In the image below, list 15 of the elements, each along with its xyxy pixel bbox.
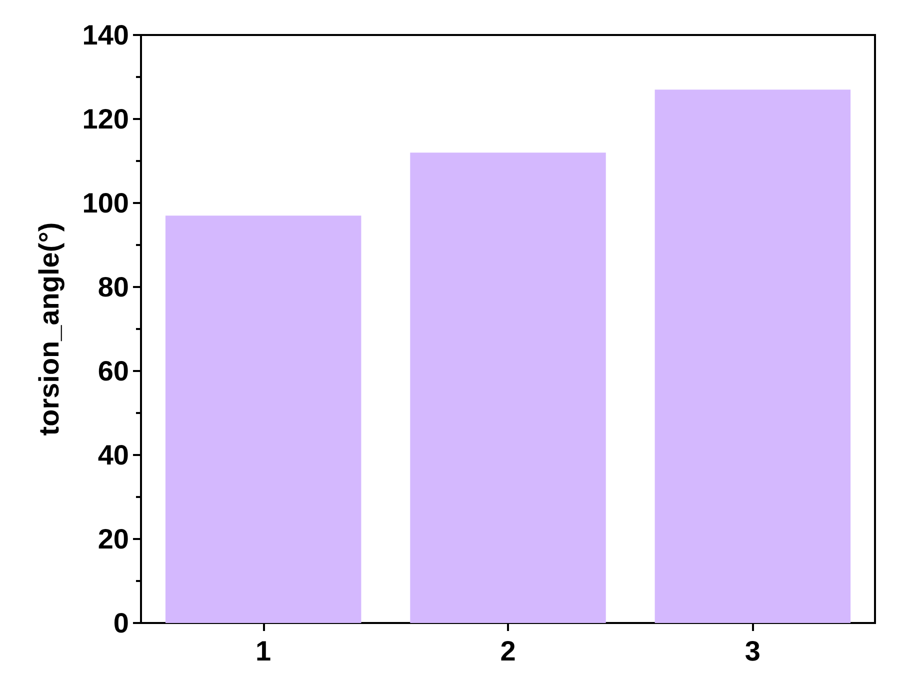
bar	[410, 152, 606, 623]
y-tick-label: 60	[98, 356, 129, 386]
bar	[165, 216, 362, 623]
x-tick-label: 3	[744, 636, 760, 666]
y-tick-label: 20	[98, 524, 129, 554]
y-tick-label: 140	[82, 20, 129, 50]
x-tick-label: 1	[256, 636, 272, 666]
y-tick-label: 40	[98, 440, 129, 470]
x-tick-label: 2	[500, 636, 516, 666]
y-tick-label: 80	[98, 272, 129, 302]
y-axis-title: torsion_angle(°)	[34, 222, 64, 436]
y-tick-label: 0	[113, 608, 129, 638]
y-tick-label: 100	[82, 188, 129, 218]
y-tick-label: 120	[82, 104, 129, 134]
bar	[654, 90, 851, 623]
